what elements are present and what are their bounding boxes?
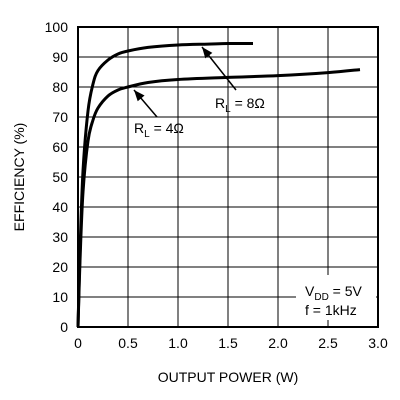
y-axis-title: EFFICIENCY (%) xyxy=(11,123,27,232)
y-tick-label: 100 xyxy=(45,19,69,35)
y-tick-label: 0 xyxy=(60,319,68,335)
conditions-freq: f = 1kHz xyxy=(305,302,357,318)
annotation-arrows xyxy=(133,46,237,118)
y-tick-labels: 0 10 20 30 40 50 60 70 80 90 100 xyxy=(45,19,69,335)
x-tick-label: 0 xyxy=(74,335,82,351)
y-tick-label: 40 xyxy=(52,199,68,215)
y-tick-label: 70 xyxy=(52,109,68,125)
y-tick-label: 10 xyxy=(52,289,68,305)
label-4ohm: RL = 4Ω xyxy=(134,120,184,140)
label-8ohm: RL = 8Ω xyxy=(215,95,265,115)
arrow-8ohm xyxy=(201,46,237,91)
series-curves xyxy=(76,41,361,328)
series-line-4ohm xyxy=(76,68,361,328)
grid-lines xyxy=(78,27,378,327)
x-axis-title: OUTPUT POWER (W) xyxy=(158,369,299,385)
y-tick-label: 90 xyxy=(52,49,68,65)
y-tick-label: 60 xyxy=(52,139,68,155)
x-tick-label: 3.0 xyxy=(368,335,388,351)
x-tick-label: 0.5 xyxy=(118,335,138,351)
y-tick-label: 30 xyxy=(52,229,68,245)
x-tick-label: 2.0 xyxy=(268,335,288,351)
y-tick-label: 20 xyxy=(52,259,68,275)
plot-frame xyxy=(77,26,379,328)
conditions-vdd: VDD = 5V xyxy=(305,283,363,303)
y-tick-label: 80 xyxy=(52,79,68,95)
x-tick-labels: 0 0.5 1.0 1.5 2.0 2.5 3.0 xyxy=(74,335,388,351)
x-tick-label: 1.0 xyxy=(168,335,188,351)
y-tick-label: 50 xyxy=(52,169,68,185)
x-tick-label: 2.5 xyxy=(318,335,338,351)
series-line-8ohm xyxy=(76,41,254,328)
arrow-4ohm xyxy=(133,89,158,118)
conditions-box-background xyxy=(296,275,376,320)
x-tick-label: 1.5 xyxy=(218,335,238,351)
